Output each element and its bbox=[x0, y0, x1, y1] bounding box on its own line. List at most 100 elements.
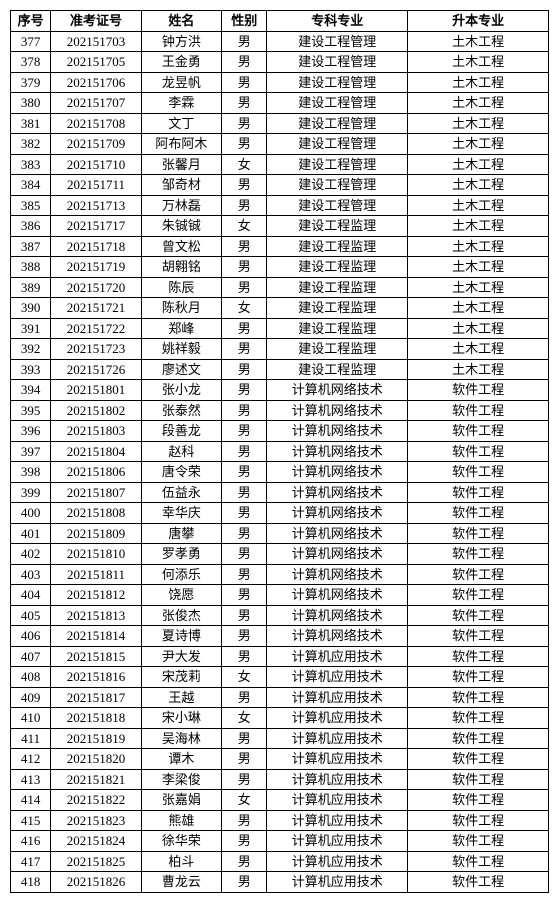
cell-major2: 软件工程 bbox=[408, 523, 549, 544]
cell-gender: 男 bbox=[222, 544, 267, 565]
cell-major1: 建设工程管理 bbox=[267, 93, 408, 114]
cell-examId: 202151804 bbox=[51, 441, 142, 462]
cell-major2: 土木工程 bbox=[408, 257, 549, 278]
cell-examId: 202151709 bbox=[51, 134, 142, 155]
cell-seq: 409 bbox=[11, 687, 51, 708]
cell-examId: 202151719 bbox=[51, 257, 142, 278]
cell-major2: 土木工程 bbox=[408, 318, 549, 339]
table-row: 388202151719胡翱铭男建设工程监理土木工程 bbox=[11, 257, 549, 278]
cell-examId: 202151713 bbox=[51, 195, 142, 216]
cell-major1: 计算机应用技术 bbox=[267, 769, 408, 790]
cell-gender: 男 bbox=[222, 257, 267, 278]
cell-seq: 402 bbox=[11, 544, 51, 565]
cell-major1: 计算机应用技术 bbox=[267, 790, 408, 811]
table-row: 405202151813张俊杰男计算机网络技术软件工程 bbox=[11, 605, 549, 626]
cell-name: 张俊杰 bbox=[141, 605, 221, 626]
table-row: 385202151713万林磊男建设工程管理土木工程 bbox=[11, 195, 549, 216]
cell-major1: 计算机网络技术 bbox=[267, 421, 408, 442]
cell-name: 陈秋月 bbox=[141, 298, 221, 319]
cell-seq: 401 bbox=[11, 523, 51, 544]
cell-major2: 软件工程 bbox=[408, 503, 549, 524]
cell-seq: 387 bbox=[11, 236, 51, 257]
table-row: 391202151722郑峰男建设工程监理土木工程 bbox=[11, 318, 549, 339]
cell-major2: 土木工程 bbox=[408, 359, 549, 380]
header-examid: 准考证号 bbox=[51, 11, 142, 32]
cell-major1: 建设工程管理 bbox=[267, 72, 408, 93]
cell-examId: 202151706 bbox=[51, 72, 142, 93]
cell-major2: 土木工程 bbox=[408, 236, 549, 257]
table-row: 411202151819吴海林男计算机应用技术软件工程 bbox=[11, 728, 549, 749]
cell-major1: 计算机网络技术 bbox=[267, 523, 408, 544]
cell-major1: 计算机应用技术 bbox=[267, 728, 408, 749]
table-header-row: 序号 准考证号 姓名 性别 专科专业 升本专业 bbox=[11, 11, 549, 32]
cell-major1: 计算机应用技术 bbox=[267, 687, 408, 708]
cell-name: 龙昱帆 bbox=[141, 72, 221, 93]
cell-name: 宋茂莉 bbox=[141, 667, 221, 688]
cell-name: 张泰然 bbox=[141, 400, 221, 421]
cell-name: 赵科 bbox=[141, 441, 221, 462]
cell-examId: 202151806 bbox=[51, 462, 142, 483]
cell-major2: 土木工程 bbox=[408, 134, 549, 155]
cell-gender: 女 bbox=[222, 216, 267, 237]
cell-gender: 男 bbox=[222, 195, 267, 216]
cell-seq: 400 bbox=[11, 503, 51, 524]
cell-name: 曾文松 bbox=[141, 236, 221, 257]
cell-gender: 男 bbox=[222, 359, 267, 380]
cell-examId: 202151823 bbox=[51, 810, 142, 831]
cell-seq: 394 bbox=[11, 380, 51, 401]
cell-gender: 男 bbox=[222, 380, 267, 401]
cell-examId: 202151821 bbox=[51, 769, 142, 790]
cell-major1: 计算机网络技术 bbox=[267, 400, 408, 421]
cell-gender: 男 bbox=[222, 564, 267, 585]
table-row: 412202151820谭木男计算机应用技术软件工程 bbox=[11, 749, 549, 770]
cell-seq: 415 bbox=[11, 810, 51, 831]
cell-major1: 建设工程监理 bbox=[267, 359, 408, 380]
cell-examId: 202151822 bbox=[51, 790, 142, 811]
cell-gender: 男 bbox=[222, 810, 267, 831]
cell-seq: 408 bbox=[11, 667, 51, 688]
header-gender: 性别 bbox=[222, 11, 267, 32]
table-row: 392202151723姚祥毅男建设工程监理土木工程 bbox=[11, 339, 549, 360]
cell-name: 徐华荣 bbox=[141, 831, 221, 852]
cell-seq: 380 bbox=[11, 93, 51, 114]
cell-examId: 202151807 bbox=[51, 482, 142, 503]
cell-seq: 397 bbox=[11, 441, 51, 462]
table-row: 396202151803段善龙男计算机网络技术软件工程 bbox=[11, 421, 549, 442]
cell-gender: 女 bbox=[222, 708, 267, 729]
cell-major2: 软件工程 bbox=[408, 769, 549, 790]
cell-name: 郑峰 bbox=[141, 318, 221, 339]
cell-gender: 男 bbox=[222, 72, 267, 93]
header-seq: 序号 bbox=[11, 11, 51, 32]
cell-major1: 计算机应用技术 bbox=[267, 872, 408, 893]
table-row: 386202151717朱铖铖女建设工程监理土木工程 bbox=[11, 216, 549, 237]
cell-major1: 计算机网络技术 bbox=[267, 585, 408, 606]
cell-seq: 418 bbox=[11, 872, 51, 893]
cell-major2: 软件工程 bbox=[408, 749, 549, 770]
cell-name: 吴海林 bbox=[141, 728, 221, 749]
cell-gender: 男 bbox=[222, 482, 267, 503]
cell-examId: 202151801 bbox=[51, 380, 142, 401]
cell-seq: 389 bbox=[11, 277, 51, 298]
cell-major2: 软件工程 bbox=[408, 462, 549, 483]
cell-examId: 202151814 bbox=[51, 626, 142, 647]
cell-examId: 202151824 bbox=[51, 831, 142, 852]
cell-major2: 土木工程 bbox=[408, 113, 549, 134]
table-row: 378202151705王金勇男建设工程管理土木工程 bbox=[11, 52, 549, 73]
table-row: 398202151806唐令荣男计算机网络技术软件工程 bbox=[11, 462, 549, 483]
cell-major1: 计算机网络技术 bbox=[267, 564, 408, 585]
student-table: 序号 准考证号 姓名 性别 专科专业 升本专业 377202151703钟方洪男… bbox=[10, 10, 549, 893]
table-row: 399202151807伍益永男计算机网络技术软件工程 bbox=[11, 482, 549, 503]
cell-name: 邹奇材 bbox=[141, 175, 221, 196]
cell-major2: 软件工程 bbox=[408, 400, 549, 421]
cell-examId: 202151825 bbox=[51, 851, 142, 872]
cell-name: 宋小琳 bbox=[141, 708, 221, 729]
table-row: 416202151824徐华荣男计算机应用技术软件工程 bbox=[11, 831, 549, 852]
table-row: 400202151808幸华庆男计算机网络技术软件工程 bbox=[11, 503, 549, 524]
cell-examId: 202151810 bbox=[51, 544, 142, 565]
cell-examId: 202151808 bbox=[51, 503, 142, 524]
cell-major1: 计算机网络技术 bbox=[267, 380, 408, 401]
cell-major1: 计算机网络技术 bbox=[267, 544, 408, 565]
cell-major2: 软件工程 bbox=[408, 708, 549, 729]
cell-gender: 男 bbox=[222, 175, 267, 196]
cell-seq: 417 bbox=[11, 851, 51, 872]
